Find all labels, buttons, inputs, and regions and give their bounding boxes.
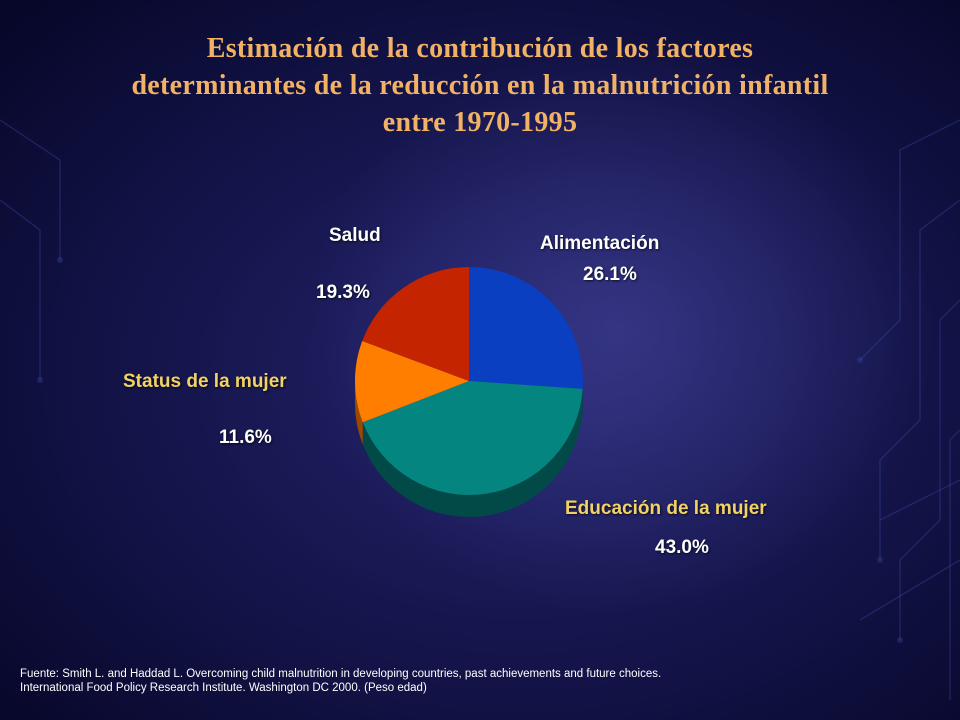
slice-value-alimentacion: 26.1% xyxy=(583,264,637,285)
title-line: Estimación de la contribución de los fac… xyxy=(206,33,754,64)
title-line: entre 1970-1995 xyxy=(382,107,578,138)
slice-value-status: 11.6% xyxy=(219,427,272,448)
source-line: International Food Policy Research Insti… xyxy=(20,682,427,694)
title-line: determinantes de la reducción en la maln… xyxy=(131,70,829,101)
slice-value-educacion: 43.0% xyxy=(655,537,709,558)
pie-side-status-de-la-mujer xyxy=(355,381,363,445)
pie-slice-status-de-la-mujer xyxy=(355,341,469,423)
pie-slice-educaci-n-de-la-mujer xyxy=(362,381,583,495)
slice-value-salud: 19.3% xyxy=(316,282,370,303)
pie-slice-alimentaci-n xyxy=(469,267,583,389)
pie-slice-salud xyxy=(362,267,469,381)
source-note: Fuente: Smith L. and Haddad L. Overcomin… xyxy=(20,667,940,695)
slice-label-alimentacion: Alimentación xyxy=(540,233,660,254)
source-line: Fuente: Smith L. and Haddad L. Overcomin… xyxy=(20,668,662,680)
slice-label-status: Status de la mujer xyxy=(123,371,287,392)
chart-title: Estimación de la contribución de los fac… xyxy=(40,30,920,141)
pie-side-educaci-n-de-la-mujer xyxy=(362,388,583,517)
slice-label-salud: Salud xyxy=(329,225,381,246)
slice-label-educacion: Educación de la mujer xyxy=(565,498,767,519)
